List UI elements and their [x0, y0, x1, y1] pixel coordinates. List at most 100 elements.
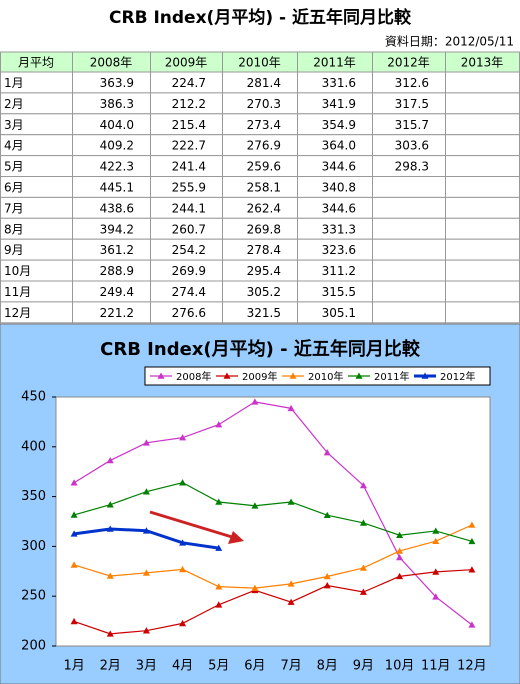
- cell-text: 274.4: [172, 285, 206, 299]
- cell: [445, 238, 520, 261]
- point-marker: [70, 479, 78, 486]
- point-marker: [179, 619, 187, 627]
- y-tick-label: 300: [21, 539, 46, 554]
- cell: [445, 155, 520, 178]
- chart: 200 250 300 350 400 450 1月 2月 3月 4月 5月 6月 7月 8月 9月 10月 1…: [21, 370, 487, 674]
- point-marker: [468, 521, 476, 528]
- y-tick-label: 450: [21, 390, 46, 405]
- y-tick-label: 350: [21, 489, 46, 504]
- legend-box: [144, 366, 491, 386]
- point-marker: [142, 527, 150, 534]
- cell: [372, 196, 446, 219]
- point-marker: [106, 630, 114, 637]
- header-text: 月平均: [18, 56, 54, 70]
- y-tick-label: 400: [21, 439, 46, 454]
- cell-text: 364.0: [322, 139, 356, 153]
- point-marker: [251, 398, 259, 405]
- page-title: CRB Index(月平均) - 近五年同月比較: [109, 7, 412, 28]
- cell: [445, 134, 520, 157]
- header-text: 2011年: [313, 56, 356, 70]
- cell: [445, 92, 520, 115]
- point-marker: [142, 488, 150, 495]
- cell-text: 260.7: [172, 222, 206, 236]
- legend-marker: [223, 372, 231, 379]
- cell-text: 311.2: [322, 264, 356, 278]
- cell-text: 295.4: [247, 264, 281, 278]
- cell-text: 281.4: [247, 76, 281, 90]
- cell-text: 340.8: [322, 180, 356, 194]
- row-label: 4月: [4, 139, 24, 153]
- row-label: 9月: [4, 243, 24, 257]
- cell: [372, 259, 446, 282]
- point-marker: [287, 598, 295, 605]
- cell-text: 312.6: [395, 76, 429, 90]
- row-label: 1月: [4, 76, 24, 90]
- cell-text: 445.1: [100, 180, 134, 194]
- point-marker: [323, 449, 331, 456]
- cell-text: 212.2: [172, 97, 206, 111]
- row-label: 8月: [4, 222, 24, 236]
- point-marker: [179, 539, 187, 546]
- cell-text: 344.6: [322, 160, 356, 174]
- cell-text: 315.7: [395, 118, 429, 132]
- cell-text: 315.5: [322, 285, 356, 299]
- row-label: 7月: [4, 201, 24, 215]
- x-tick-label: 8月: [317, 659, 338, 674]
- cell-text: 241.4: [172, 160, 206, 174]
- point-marker: [215, 583, 223, 590]
- cell-text: 222.7: [172, 139, 206, 153]
- point-marker: [215, 421, 223, 428]
- point-marker: [359, 481, 367, 489]
- cell-text: 331.6: [322, 76, 356, 90]
- row-label: 2月: [4, 97, 24, 111]
- cell: [445, 71, 520, 94]
- cell-text: 273.4: [247, 118, 281, 132]
- chart-title: CRB Index(月平均) - 近五年同月比較: [100, 338, 421, 360]
- cell-text: 422.3: [100, 160, 134, 174]
- cell-text: 438.6: [100, 201, 134, 215]
- row-label: 11月: [4, 285, 31, 299]
- point-marker: [359, 588, 367, 595]
- row-label: 6月: [4, 180, 24, 194]
- cell: [445, 280, 520, 303]
- cell-text: 269.9: [172, 264, 206, 278]
- x-tick-label: 6月: [244, 659, 265, 674]
- point-marker: [432, 527, 440, 534]
- point-marker: [70, 617, 78, 625]
- point-marker: [287, 498, 295, 505]
- header-text: 2013年: [461, 56, 504, 70]
- cell-text: 341.9: [322, 97, 356, 111]
- x-tick-label: 12月: [457, 659, 487, 674]
- series-line: [73, 482, 473, 542]
- cell-text: 249.4: [100, 285, 134, 299]
- cell-text: 215.4: [172, 118, 206, 132]
- arrow-head: [228, 531, 244, 544]
- cell: [445, 217, 520, 240]
- cell-text: 394.2: [100, 222, 134, 236]
- cell-text: 278.4: [247, 243, 281, 257]
- header-text: 2010年: [238, 56, 281, 70]
- point-marker: [468, 537, 476, 545]
- table: 月平均 2008年 2009年 2010年 2011年 2012年 2013年 1月 363.9…: [0, 51, 520, 324]
- series-line: [73, 524, 473, 589]
- cell: [372, 176, 446, 198]
- x-tick-label: 4月: [172, 659, 193, 674]
- cell-text: 244.1: [172, 201, 206, 215]
- point-marker: [251, 502, 259, 509]
- legend-label: 2012年: [440, 370, 475, 383]
- header-text: 2008年: [90, 56, 133, 70]
- cell-text: 305.1: [322, 306, 356, 320]
- point-marker: [323, 572, 331, 580]
- point-marker: [179, 565, 187, 573]
- cell: [372, 280, 446, 303]
- x-tick-label: 9月: [353, 659, 374, 674]
- arrow-line: [149, 510, 233, 539]
- cell: [445, 196, 520, 219]
- legend-marker: [421, 372, 429, 379]
- cell-text: 259.6: [247, 160, 281, 174]
- point-marker: [468, 566, 476, 573]
- y-tick-label: 250: [21, 589, 46, 604]
- cell-text: 288.9: [100, 264, 134, 278]
- point-marker: [396, 531, 404, 539]
